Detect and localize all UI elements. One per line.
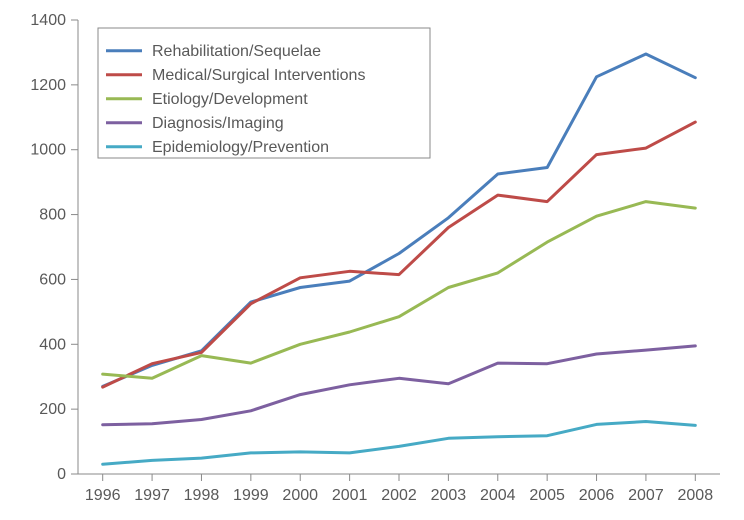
x-tick-label: 2005 [529, 487, 565, 504]
x-tick-label: 1996 [85, 487, 121, 504]
y-tick-label: 200 [39, 401, 66, 418]
x-tick-label: 2007 [628, 487, 664, 504]
legend-label: Epidemiology/Prevention [152, 139, 329, 156]
x-tick-label: 2000 [282, 487, 318, 504]
legend: Rehabilitation/Sequelae Medical/Surgical … [98, 28, 430, 158]
y-tick-label: 1200 [30, 77, 66, 94]
x-tick-label: 2002 [381, 487, 417, 504]
legend-label: Diagnosis/Imaging [152, 115, 284, 132]
x-tick-label: 2001 [332, 487, 368, 504]
x-tick-label: 2008 [678, 487, 714, 504]
legend-label: Etiology/Development [152, 91, 308, 108]
x-tick-label: 2004 [480, 487, 516, 504]
y-tick-label: 400 [39, 336, 66, 353]
y-tick-label: 0 [57, 466, 66, 483]
x-tick-label: 1999 [233, 487, 269, 504]
legend-label: Medical/Surgical Interventions [152, 67, 365, 84]
y-tick-label: 600 [39, 271, 66, 288]
x-tick-label: 1997 [134, 487, 170, 504]
line-chart: 0 200 400 600 800 1000 1200 1400 1996 1997 1998 199… [0, 0, 744, 520]
y-tick-label: 1400 [30, 12, 66, 29]
chart-container: 0 200 400 600 800 1000 1200 1400 1996 1997 1998 199… [0, 0, 744, 520]
y-tick-label: 1000 [30, 142, 66, 159]
x-tick-label: 1998 [184, 487, 220, 504]
legend-label: Rehabilitation/Sequelae [152, 43, 321, 60]
x-tick-label: 2003 [431, 487, 467, 504]
x-tick-label: 2006 [579, 487, 615, 504]
y-tick-label: 800 [39, 207, 66, 224]
